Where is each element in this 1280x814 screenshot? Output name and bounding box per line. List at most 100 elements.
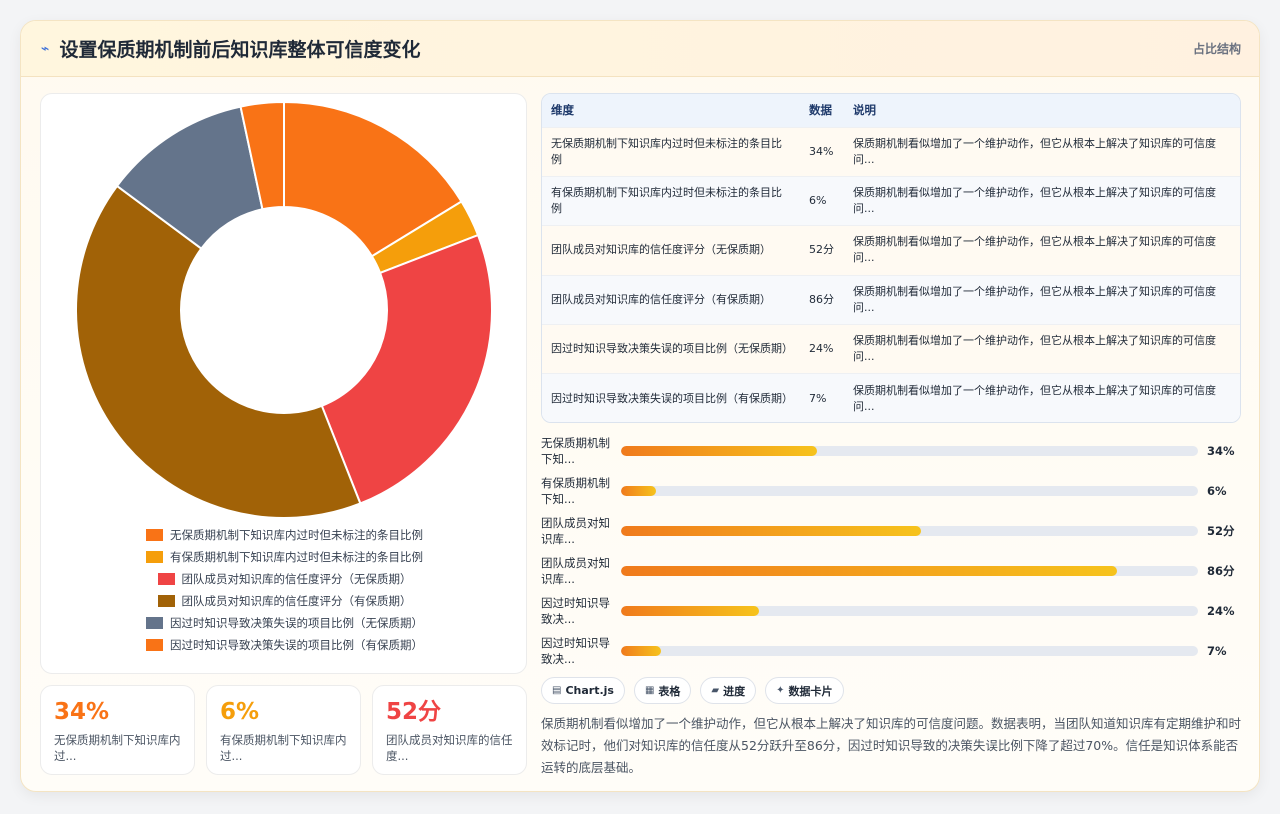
donut-slice[interactable]: [320, 233, 493, 505]
legend-swatch: [146, 551, 163, 563]
progress-row: 团队成员对知识库... 86分: [541, 551, 1241, 591]
legend-swatch: [146, 529, 163, 541]
table-row: 因过时知识导致决策失误的项目比例（有保质期） 7% 保质期机制看似增加了一个维护动作…: [542, 373, 1240, 422]
progress-track: [621, 646, 1198, 656]
chart-icon: ▤: [552, 685, 562, 696]
progress-value: 52分: [1207, 524, 1235, 538]
legend-label: 团队成员对知识库的信任度评分（无保质期）: [181, 572, 412, 586]
progress-label: 因过时知识导致决...: [541, 596, 610, 626]
column-header-note: 说明: [853, 103, 876, 118]
column-header-value: 数据: [809, 103, 832, 118]
progress-track: [621, 606, 1198, 616]
progress-fill: [621, 486, 656, 496]
table-cell-note: 保质期机制看似增加了一个维护动作，但它从根本上解决了知识库的可信度问...: [844, 225, 1240, 276]
stat-value: 52分: [386, 699, 442, 725]
table-row: 无保质期机制下知识库内过时但未标注的条目比例 34% 保质期机制看似增加了一个维护动…: [542, 126, 1240, 177]
chip-sparkle[interactable]: ✦ 数据卡片: [765, 677, 844, 704]
table-cell-note: 保质期机制看似增加了一个维护动作，但它从根本上解决了知识库的可信度问...: [844, 373, 1240, 422]
legend-label: 因过时知识导致决策失误的项目比例（有保质期）: [170, 638, 423, 652]
table-cell-dim: 团队成员对知识库的信任度评分（有保质期）: [542, 274, 800, 325]
progress-label: 无保质期机制下知...: [541, 436, 610, 466]
table-cell-dim: 因过时知识导致决策失误的项目比例（无保质期）: [542, 324, 800, 374]
chip-label: 表格: [658, 684, 681, 698]
table-cell-note: 保质期机制看似增加了一个维护动作，但它从根本上解决了知识库的可信度问...: [844, 324, 1240, 374]
donut-chart: [75, 100, 493, 519]
chip-label: Chart.js: [565, 684, 614, 697]
legend-item[interactable]: 有保质期机制下知识库内过时但未标注的条目比例: [41, 546, 528, 568]
progress-track: [621, 566, 1198, 576]
table-cell-note: 保质期机制看似增加了一个维护动作，但它从根本上解决了知识库的可信度问...: [844, 126, 1240, 177]
progress-label: 有保质期机制下知...: [541, 476, 610, 506]
chip-chart[interactable]: ▤ Chart.js: [541, 677, 625, 704]
stat-card: 6% 有保质期机制下知识库内过...: [206, 685, 361, 775]
stat-label: 有保质期机制下知识库内过...: [220, 733, 347, 763]
progress-track: [621, 486, 1198, 496]
legend-item[interactable]: 团队成员对知识库的信任度评分（有保质期）: [41, 590, 528, 612]
progress-track: [621, 526, 1198, 536]
progress-label: 团队成员对知识库...: [541, 556, 610, 586]
legend-item[interactable]: 因过时知识导致决策失误的项目比例（有保质期）: [41, 634, 528, 656]
progress-fill: [621, 526, 922, 536]
legend-item[interactable]: 因过时知识导致决策失误的项目比例（无保质期）: [41, 612, 528, 634]
chip-table[interactable]: ▦ 表格: [633, 677, 692, 704]
chart-legend: 无保质期机制下知识库内过时但未标注的条目比例 有保质期机制下知识库内过时但未标注的…: [41, 524, 528, 656]
progress-value: 24%: [1207, 604, 1235, 618]
chip-label: 数据卡片: [788, 684, 833, 698]
stat-value: 34%: [54, 699, 110, 725]
stat-card: 52分团队成员对知识库的信任度...: [372, 685, 527, 775]
donut-slice[interactable]: [283, 100, 463, 258]
stat-card: 34% 无保质期机制下知识库内过...: [40, 685, 195, 775]
data-table: 维度 数据 说明 无保质期机制下知识库内过时但未标注的条目比例 34% 保质期机制看…: [541, 93, 1241, 423]
table-cell-val: 34%: [800, 126, 844, 177]
progress-row: 无保质期机制下知... 34%: [541, 431, 1241, 471]
table-cell-note: 保质期机制看似增加了一个维护动作，但它从根本上解决了知识库的可信度问...: [844, 175, 1240, 226]
progress-fill: [621, 646, 662, 656]
legend-item[interactable]: 无保质期机制下知识库内过时但未标注的条目比例: [41, 524, 528, 546]
legend-label: 无保质期机制下知识库内过时但未标注的条目比例: [170, 528, 423, 542]
table-cell-note: 保质期机制看似增加了一个维护动作，但它从根本上解决了知识库的可信度问...: [844, 274, 1240, 325]
table-cell-dim: 有保质期机制下知识库内过时但未标注的条目比例: [542, 175, 800, 226]
legend-label: 团队成员对知识库的信任度评分（有保质期）: [181, 594, 412, 608]
table-cell-dim: 团队成员对知识库的信任度评分（无保质期）: [542, 225, 800, 276]
progress-row: 团队成员对知识库... 52分: [541, 511, 1241, 551]
stat-value: 6%: [220, 699, 260, 725]
stat-label: 团队成员对知识库的信任度...: [386, 733, 513, 763]
column-header-dimension: 维度: [551, 103, 574, 118]
progress-row: 有保质期机制下知... 6%: [541, 471, 1241, 511]
table-row: 团队成员对知识库的信任度评分（无保质期） 52分 保质期机制看似增加了一个维护动作，…: [542, 225, 1240, 276]
legend-swatch: [157, 573, 175, 585]
donut-slice[interactable]: [239, 100, 285, 211]
legend-label: 有保质期机制下知识库内过时但未标注的条目比例: [170, 550, 423, 564]
table-cell-val: 7%: [800, 373, 844, 422]
table-cell-dim: 无保质期机制下知识库内过时但未标注的条目比例: [542, 126, 800, 177]
progress-row: 因过时知识导致决... 24%: [541, 591, 1241, 631]
progress-label: 因过时知识导致决...: [541, 636, 610, 666]
progress-value: 7%: [1207, 644, 1227, 658]
table-cell-val: 6%: [800, 175, 844, 226]
header: ⌁ 设置保质期机制前后知识库整体可信度变化 占比结构: [21, 21, 1259, 77]
donut-chart-panel: 无保质期机制下知识库内过时但未标注的条目比例 有保质期机制下知识库内过时但未标注的…: [40, 93, 527, 674]
line-chart-icon: ⌁: [41, 40, 50, 57]
legend-swatch: [146, 639, 163, 651]
summary-text: 保质期机制看似增加了一个维护动作，但它从根本上解决了知识库的可信度问题。数据表明…: [541, 716, 1242, 775]
legend-swatch: [157, 595, 175, 607]
donut-slice[interactable]: [75, 184, 362, 519]
progress-row: 因过时知识导致决... 7%: [541, 631, 1241, 671]
table-cell-val: 24%: [800, 324, 844, 374]
progress-value: 86分: [1207, 564, 1235, 578]
progress-value: 34%: [1207, 444, 1235, 458]
progress-track: [621, 446, 1198, 456]
progress-label: 团队成员对知识库...: [541, 516, 610, 546]
legend-label: 因过时知识导致决策失误的项目比例（无保质期）: [170, 616, 423, 630]
legend-item[interactable]: 团队成员对知识库的信任度评分（无保质期）: [41, 568, 528, 590]
progress-fill: [621, 446, 818, 456]
view-chips: ▤ Chart.js ▦ 表格 ▰ 进度 ✦ 数据卡片: [541, 677, 844, 704]
table-row: 团队成员对知识库的信任度评分（有保质期） 86分 保质期机制看似增加了一个维护动作，…: [542, 274, 1240, 325]
page-title: 设置保质期机制前后知识库整体可信度变化: [59, 39, 421, 61]
stat-cards: 34% 无保质期机制下知识库内过... 6% 有保质期机制下知识库内过... 52分团队…: [40, 685, 527, 775]
table-cell-val: 86分: [800, 274, 844, 325]
table-cell-val: 52分: [800, 225, 844, 276]
progress-icon: ▰: [711, 685, 720, 696]
chip-progress[interactable]: ▰ 进度: [700, 677, 757, 704]
table-header-row: 维度 数据 说明: [542, 94, 1240, 127]
